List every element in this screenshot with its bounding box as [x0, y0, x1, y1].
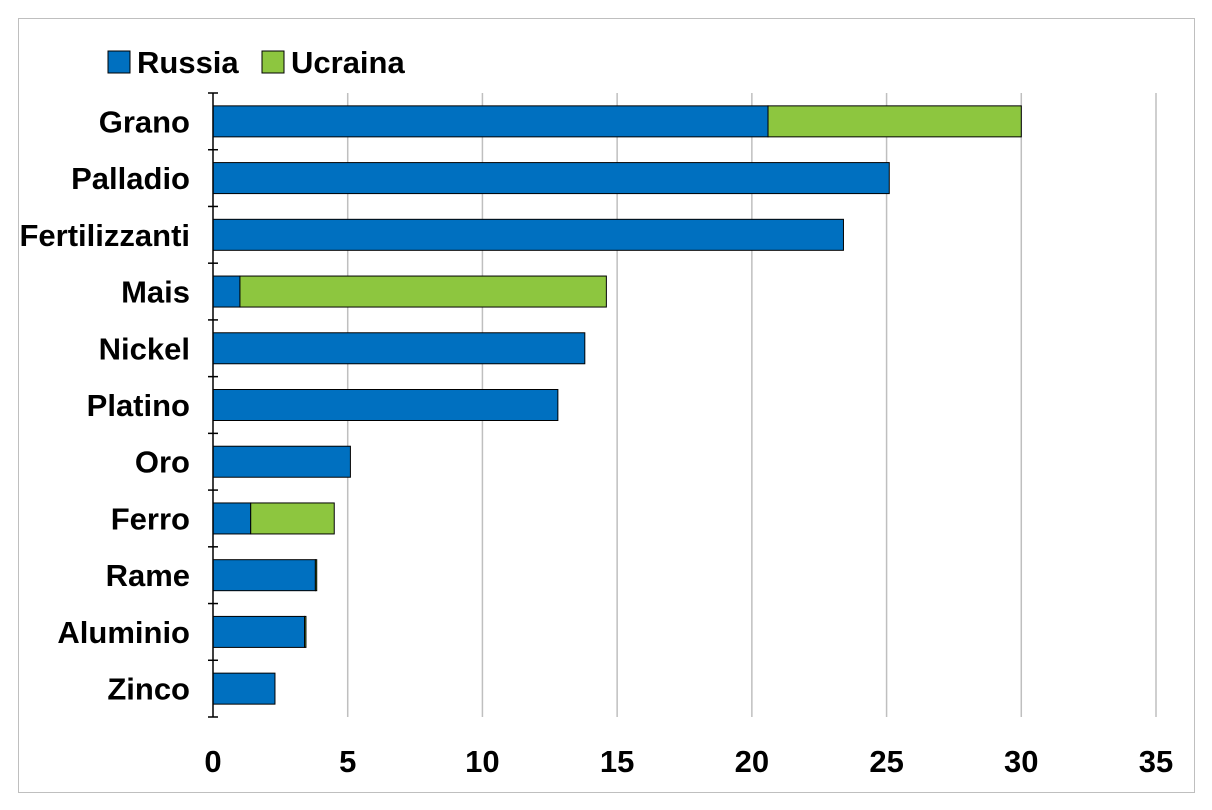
category-label-palladio: Palladio — [71, 161, 190, 196]
legend-swatch-ucraina — [261, 50, 285, 74]
bar-palladio-russia — [212, 162, 890, 195]
category-label-nickel: Nickel — [99, 331, 190, 366]
x-tick-label-5: 5 — [339, 744, 356, 779]
x-tick-label-0: 0 — [204, 744, 221, 779]
bar-mais-ucraina — [239, 275, 607, 308]
category-label-ferro: Ferro — [111, 501, 190, 536]
category-label-rame: Rame — [106, 558, 190, 593]
bar-grano-ucraina — [767, 105, 1022, 138]
category-label-grano: Grano — [99, 104, 190, 139]
category-label-zinco: Zinco — [107, 672, 190, 707]
x-tick-label-15: 15 — [600, 744, 634, 779]
bar-zinco-russia — [212, 672, 276, 705]
x-axis-ticks: 0 5 10 15 20 25 30 35 — [204, 744, 1173, 779]
x-tick-label-10: 10 — [465, 744, 499, 779]
category-label-fertilizzanti: Fertilizzanti — [19, 218, 190, 253]
bar-ferro-ucraina — [250, 502, 335, 535]
category-label-platino: Platino — [87, 388, 190, 423]
category-label-mais: Mais — [121, 275, 190, 310]
bar-oro-russia — [212, 445, 351, 478]
x-tick-label-30: 30 — [1004, 744, 1038, 779]
x-tick-label-20: 20 — [735, 744, 769, 779]
legend-label-russia: Russia — [137, 45, 239, 80]
bar-grano-russia — [212, 105, 769, 138]
y-axis: Grano Palladio Fertilizzanti Mais Nickel Plat… — [19, 92, 218, 718]
bar-ferro-russia — [212, 502, 252, 535]
bar-mais-russia — [212, 275, 241, 308]
legend: Russia Ucraina — [107, 45, 405, 80]
legend-swatch-russia — [107, 50, 131, 74]
x-tick-label-35: 35 — [1139, 744, 1173, 779]
category-label-aluminio: Aluminio — [57, 615, 190, 650]
gridlines — [346, 93, 1157, 717]
bar-aluminio-ucraina — [304, 615, 307, 648]
bar-platino-russia — [212, 389, 559, 421]
bars — [212, 105, 1022, 705]
x-tick-label-25: 25 — [869, 744, 903, 779]
bar-nickel-russia — [212, 332, 586, 365]
bar-rame-russia — [212, 559, 316, 592]
legend-label-ucraina: Ucraina — [291, 45, 405, 80]
bar-rame-ucraina — [314, 559, 318, 592]
category-label-oro: Oro — [135, 445, 190, 480]
bar-fertilizzanti-russia — [212, 218, 844, 251]
bar-aluminio-russia — [212, 615, 306, 648]
